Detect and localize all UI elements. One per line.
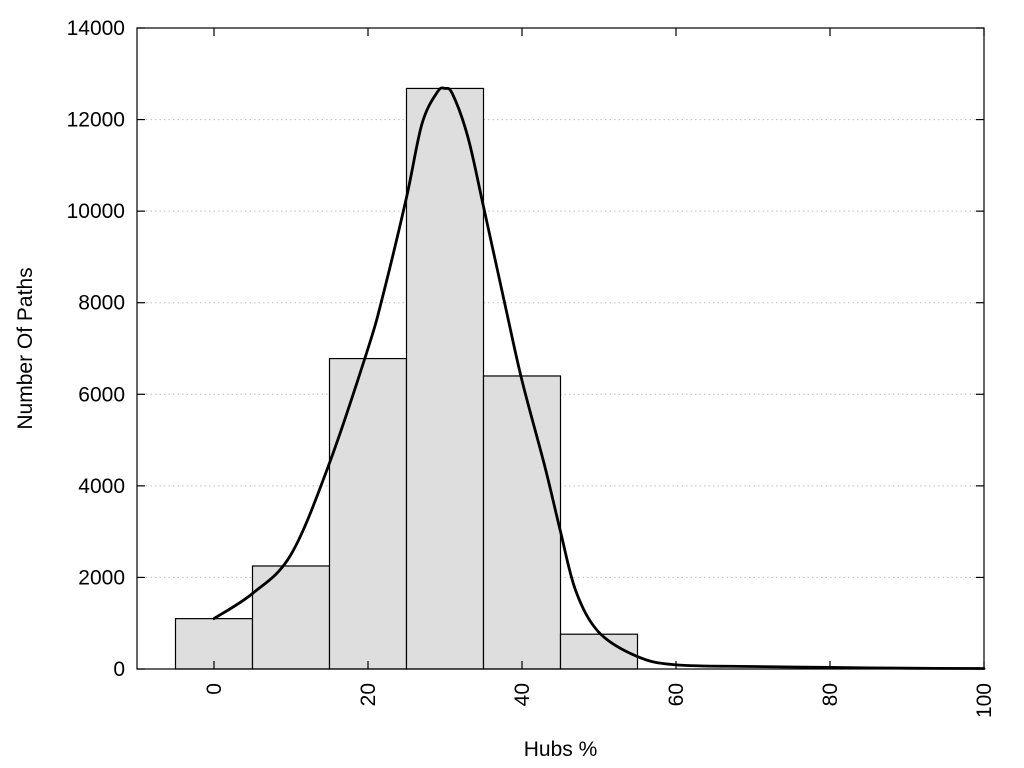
bar [482,375,562,670]
y-axis-ticks: 0 2000 4000 6000 8000 10000 12000 14000 [67,17,984,681]
x-axis-ticks: 0 20 40 60 80 100 [203,28,996,718]
y-tick-label: 14000 [67,17,125,40]
y-axis-title: Number Of Paths [14,267,37,429]
bar [328,357,408,670]
bar [251,565,331,670]
x-axis-title: Hubs % [524,738,598,761]
x-tick-label: 100 [973,683,996,718]
bar [174,618,254,670]
y-tick-label: 12000 [67,109,125,132]
y-tick-label: 0 [113,658,125,681]
x-tick-label: 80 [819,683,842,706]
y-tick-label: 2000 [78,566,125,589]
bars [174,87,639,670]
x-tick-label: 0 [203,683,226,695]
x-tick-label: 40 [511,683,534,706]
bar [405,87,485,670]
plot-frame [136,27,985,670]
y-tick-label: 6000 [78,383,125,406]
y-tick-label: 10000 [67,200,125,223]
x-tick-label: 60 [665,683,688,706]
x-tick-label: 20 [357,683,380,706]
y-tick-label: 4000 [78,475,125,498]
y-tick-label: 8000 [78,292,125,315]
